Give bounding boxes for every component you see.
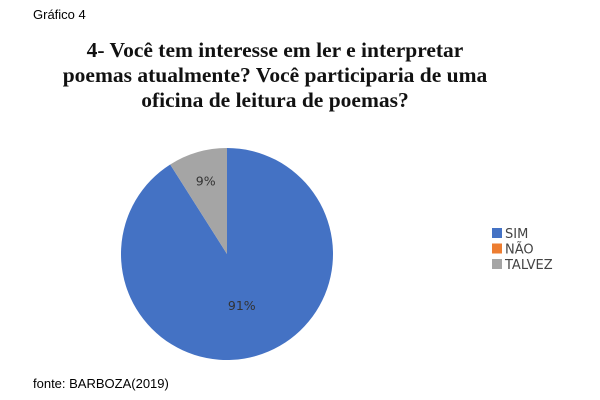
source-note: fonte: BARBOZA(2019) [33,376,169,391]
title-line: poemas atualmente? Você participaria de … [62,63,488,87]
title-line: 4- Você tem interesse em ler e interpret… [86,38,464,62]
legend-label: NÃO [505,242,534,258]
legend-swatch [492,243,502,254]
legend-swatch [492,228,502,238]
pie-slice-talvez [170,148,227,254]
data-label: 91% [228,298,256,313]
title-line: oficina de leitura de poemas? [141,88,409,112]
figure-label: Gráfico 4 [33,7,86,22]
chart-title: 4- Você tem interesse em ler e interpret… [20,38,530,113]
data-label: 9% [196,174,216,189]
legend-swatch [492,259,502,269]
legend-label: TALVEZ [504,258,553,273]
legend-label: SIM [505,227,528,242]
